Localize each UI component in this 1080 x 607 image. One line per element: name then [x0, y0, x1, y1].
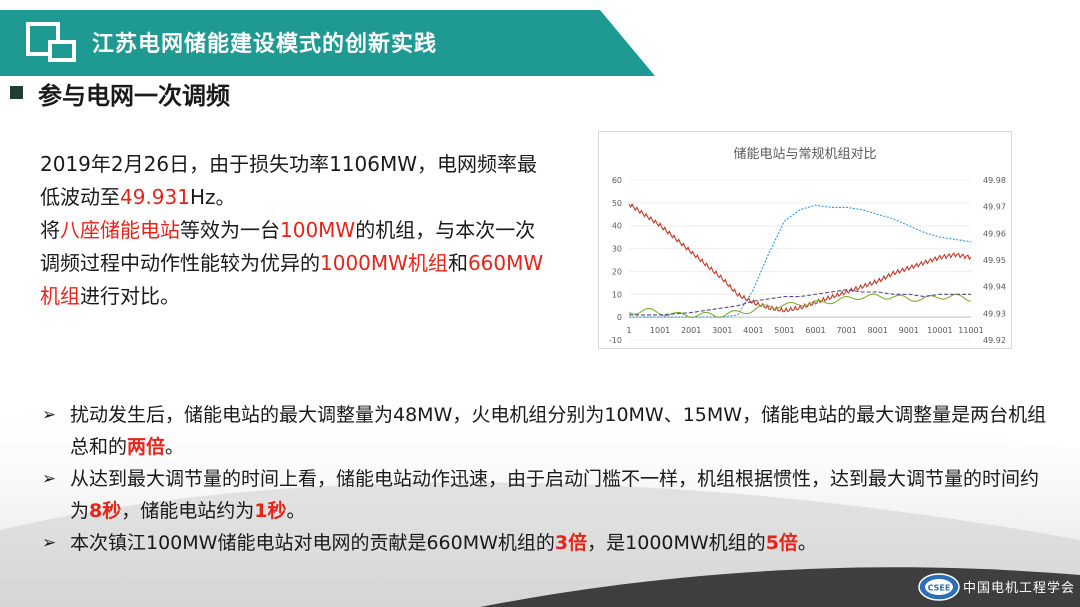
- x-tick-label: 2001: [681, 326, 701, 335]
- left-tick-label: 30: [612, 245, 622, 254]
- arrow-bullet-icon: ➢: [42, 469, 57, 489]
- x-axis-ticks: 1 1001 2001 3001 4001 5001 6001 7001 8001 9001 100…: [626, 326, 983, 335]
- x-tick-label: 9001: [899, 326, 919, 335]
- highlight-3x: 3倍: [554, 532, 588, 554]
- intro-text-e: 进行对比。: [80, 284, 180, 308]
- highlight-660mw: 660MW机组: [40, 251, 544, 308]
- intro-text-c: 的机组，与本次一次调频过程中动作性能较为优异的: [40, 218, 536, 275]
- left-tick-label: 0: [617, 313, 622, 322]
- left-axis-ticks: 60 50 40 30 20 10 0 -10: [609, 176, 622, 345]
- bullet-3-mid: ，是1000MW机组的: [587, 532, 766, 554]
- right-tick-label: 49.93: [983, 309, 1006, 318]
- intro-text-a: 将: [40, 218, 60, 242]
- freq-value: 49.931: [120, 185, 190, 209]
- intro-text-b: 等效为一台: [180, 218, 280, 242]
- intro-text: 2019年2月26日，由于损失功率1106MW，电网频率最低波动至49.931H…: [40, 148, 550, 313]
- right-tick-label: 49.97: [983, 203, 1006, 212]
- series-group: [628, 203, 972, 318]
- header-band: [0, 10, 655, 76]
- x-tick-label: 11001: [958, 326, 983, 335]
- right-tick-label: 49.92: [983, 336, 1006, 345]
- right-tick-label: 49.98: [983, 176, 1006, 185]
- x-tick-label: 8001: [868, 326, 888, 335]
- bullet-2-end: 。: [286, 500, 306, 522]
- left-tick-label: 50: [612, 199, 622, 208]
- series-line: [628, 203, 972, 313]
- logo-badge: CSEE: [928, 584, 951, 593]
- highlight-1000mw: 1000MW机组: [320, 251, 448, 275]
- section-marker: [10, 86, 23, 99]
- bullet-2-text: 从达到最大调节量的时间上看，储能电站动作迅速，由于启动门槛不一样，机组根据惯性，…: [70, 468, 1040, 522]
- organization-name: 中国电机工程学会: [963, 581, 1076, 596]
- freq-unit: Hz。: [189, 185, 236, 209]
- highlight-1s: 1秒: [254, 500, 287, 522]
- right-tick-label: 49.95: [983, 256, 1006, 265]
- left-tick-label: -10: [609, 336, 622, 345]
- chart-title: 储能电站与常规机组对比: [733, 147, 876, 162]
- left-tick-label: 20: [612, 267, 622, 276]
- series-line: [629, 204, 972, 318]
- right-tick-label: 49.96: [983, 229, 1006, 238]
- bullet-item-1: ➢ 扰动发生后，储能电站的最大调整量为48MW，火电机组分别为10MW、15MW…: [42, 399, 1052, 463]
- bullet-1-end: 。: [165, 436, 185, 458]
- comparison-chart: 储能电站与常规机组对比 60 50 40 30 20 10 0 -10 49.98 49.97 4…: [598, 131, 1012, 349]
- right-axis-ticks: 49.98 49.97 49.96 49.95 49.94 49.93 49.92: [983, 176, 1006, 345]
- x-tick-label: 1001: [650, 326, 670, 335]
- x-tick-label: 1: [626, 326, 631, 335]
- x-tick-label: 5001: [774, 326, 794, 335]
- right-tick-label: 49.94: [983, 283, 1006, 292]
- bullet-3-end: 。: [797, 532, 817, 554]
- bullet-item-3: ➢ 本次镇江100MW储能电站对电网的贡献是660MW机组的3倍，是1000MW…: [42, 527, 1052, 559]
- intro-line1-text: 2019年2月26日，由于损失功率1106MW，电网频率最低波动至: [40, 152, 538, 209]
- left-tick-label: 40: [612, 222, 622, 231]
- series-line: [628, 293, 972, 318]
- page-title: 江苏电网储能建设模式的创新实践: [92, 32, 438, 57]
- intro-line-2: 将八座储能电站等效为一台100MW的机组，与本次一次调频过程中动作性能较为优异的…: [40, 214, 550, 313]
- x-tick-label: 6001: [805, 326, 825, 335]
- highlight-8s: 8秒: [89, 500, 122, 522]
- highlight-stations: 八座储能电站: [60, 218, 180, 242]
- highlight-5x: 5倍: [765, 532, 798, 554]
- csee-logo: CSEE: [918, 573, 960, 601]
- intro-text-d: 和: [447, 251, 468, 275]
- highlight-100mw: 100MW: [280, 218, 356, 242]
- arrow-bullet-icon: ➢: [42, 533, 57, 553]
- x-tick-label: 7001: [836, 326, 856, 335]
- arrow-bullet-icon: ➢: [42, 405, 57, 425]
- x-tick-label: 4001: [743, 326, 763, 335]
- x-tick-label: 3001: [712, 326, 732, 335]
- bullet-1-text: 扰动发生后，储能电站的最大调整量为48MW，火电机组分别为10MW、15MW，储…: [70, 404, 1047, 458]
- bullet-3-text: 本次镇江100MW储能电站对电网的贡献是660MW机组的: [70, 532, 555, 554]
- x-tick-label: 10001: [927, 326, 952, 335]
- bullet-2-mid: ，储能电站约为: [121, 500, 255, 522]
- highlight-double: 两倍: [127, 436, 166, 458]
- left-tick-label: 10: [612, 290, 622, 299]
- left-tick-label: 60: [612, 176, 622, 185]
- section-title: 参与电网一次调频: [38, 82, 230, 110]
- intro-line-1: 2019年2月26日，由于损失功率1106MW，电网频率最低波动至49.931H…: [40, 148, 550, 214]
- bullet-list: ➢ 扰动发生后，储能电站的最大调整量为48MW，火电机组分别为10MW、15MW…: [42, 399, 1052, 559]
- gridlines: [629, 179, 971, 341]
- series-line: [629, 289, 971, 316]
- bullet-item-2: ➢ 从达到最大调节量的时间上看，储能电站动作迅速，由于启动门槛不一样，机组根据惯…: [42, 463, 1052, 527]
